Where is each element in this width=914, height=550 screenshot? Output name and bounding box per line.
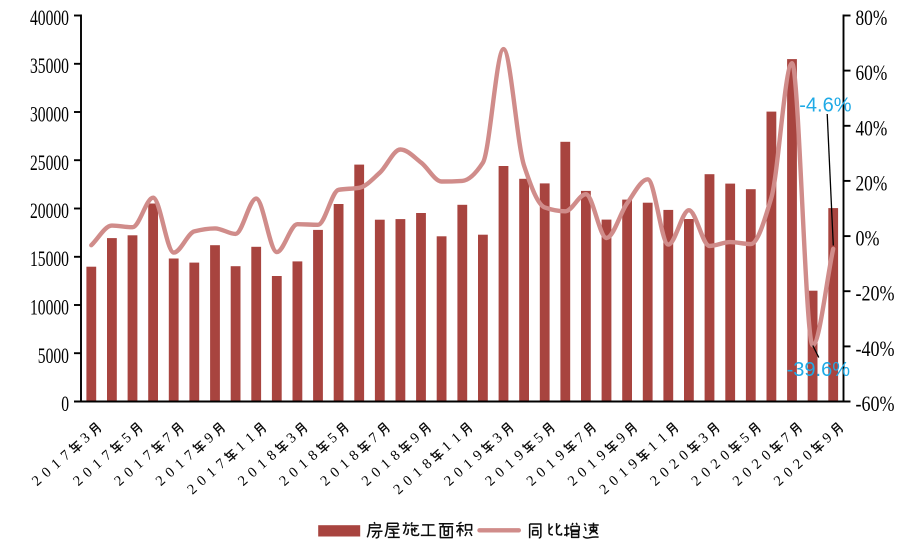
- svg-text:0: 0: [61, 392, 69, 416]
- svg-text:15000: 15000: [30, 248, 69, 272]
- svg-text:40%: 40%: [856, 116, 888, 141]
- svg-text:40000: 40000: [30, 6, 69, 30]
- svg-text:80%: 80%: [856, 6, 888, 31]
- svg-text:-20%: -20%: [856, 282, 895, 306]
- svg-text:-39.6%: -39.6%: [787, 359, 851, 381]
- svg-text:0%: 0%: [856, 227, 880, 251]
- svg-text:60%: 60%: [856, 61, 888, 86]
- svg-text:20%: 20%: [856, 171, 888, 196]
- svg-text:25000: 25000: [30, 151, 69, 175]
- svg-text:-4.6%: -4.6%: [799, 95, 851, 117]
- svg-text:5000: 5000: [38, 344, 69, 368]
- svg-text:35000: 35000: [30, 55, 69, 79]
- svg-text:-40%: -40%: [856, 337, 895, 361]
- svg-text:20000: 20000: [30, 199, 69, 223]
- svg-text:10000: 10000: [30, 296, 69, 320]
- svg-text:30000: 30000: [30, 103, 69, 127]
- svg-text:-60%: -60%: [856, 392, 895, 416]
